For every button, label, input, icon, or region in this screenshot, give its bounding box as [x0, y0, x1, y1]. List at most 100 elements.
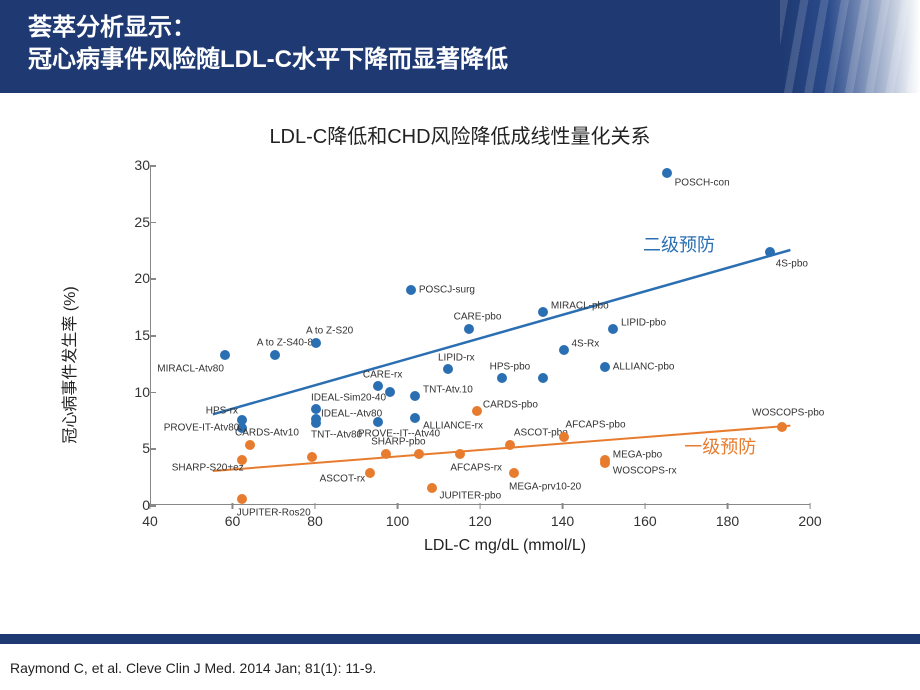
data-point — [600, 458, 610, 468]
data-point — [245, 440, 255, 450]
point-label: SHARP-pbo — [371, 437, 425, 448]
y-tick: 30 — [100, 157, 150, 173]
point-label: MIRACL-pbo — [551, 301, 609, 312]
title-line-2: 冠心病事件风险随LDL-C水平下降而显著降低 — [28, 46, 508, 73]
data-point — [237, 415, 247, 425]
y-tick: 15 — [100, 327, 150, 343]
citation-text: Raymond C, et al. Cleve Clin J Med. 2014… — [10, 660, 376, 676]
y-tick: 25 — [100, 214, 150, 230]
point-label: 4S-Rx — [572, 338, 600, 349]
point-label: SHARP-S20+ez — [172, 462, 244, 473]
data-point — [373, 381, 383, 391]
slide-header: 荟萃分析显示： 冠心病事件风险随LDL-C水平下降而显著降低 — [0, 0, 920, 93]
header-decoration — [780, 0, 920, 93]
data-point — [237, 494, 247, 504]
data-point — [777, 422, 787, 432]
point-label: MEGA-pbo — [613, 449, 662, 460]
point-label: LIPID-rx — [438, 353, 475, 364]
y-tick: 0 — [100, 497, 150, 513]
point-label: A to Z-S20 — [306, 325, 353, 336]
x-tick: 40 — [142, 513, 158, 599]
data-point — [472, 406, 482, 416]
data-point — [220, 350, 230, 360]
point-label: WOSCOPS-rx — [613, 466, 677, 477]
title-line-1: 荟萃分析显示： — [28, 14, 196, 41]
series-legend: 二级预防 — [643, 231, 715, 257]
data-point — [311, 338, 321, 348]
x-tick: 140 — [551, 513, 574, 599]
data-point — [311, 418, 321, 428]
point-label: CARE-pbo — [454, 312, 502, 323]
point-label: HPS-pbo — [490, 362, 531, 373]
data-point — [410, 413, 420, 423]
data-point — [765, 247, 775, 257]
data-point — [427, 483, 437, 493]
data-point — [464, 324, 474, 334]
point-label: CARDS-pbo — [483, 399, 538, 410]
point-label: TNT-Atv.10 — [423, 385, 473, 396]
point-label: CARDS-Atv10 — [235, 427, 299, 438]
footer-bar — [0, 634, 920, 644]
data-point — [270, 350, 280, 360]
data-point — [509, 468, 519, 478]
data-point — [365, 468, 375, 478]
x-tick: 60 — [225, 513, 241, 599]
data-point — [497, 373, 507, 383]
data-point — [662, 168, 672, 178]
data-point — [311, 404, 321, 414]
data-point — [559, 345, 569, 355]
point-label: HPS-rx — [206, 406, 238, 417]
point-label: IDEAL-Sim20-40 — [311, 392, 386, 403]
data-point — [538, 373, 548, 383]
point-label: AFCAPS-rx — [450, 463, 502, 474]
point-label: AFCAPS-pbo — [566, 420, 626, 431]
data-point — [373, 417, 383, 427]
x-tick: 180 — [716, 513, 739, 599]
slide-title: 荟萃分析显示： 冠心病事件风险随LDL-C水平下降而显著降低 — [28, 12, 892, 77]
data-point — [307, 452, 317, 462]
y-tick: 10 — [100, 384, 150, 400]
data-point — [406, 285, 416, 295]
x-axis-label: LDL-C mg/dL (mmol/L) — [150, 537, 860, 555]
data-point — [410, 391, 420, 401]
point-label: IDEAL--Atv80 — [321, 408, 382, 419]
point-label: MIRACL-Atv80 — [157, 364, 224, 375]
data-point — [538, 307, 548, 317]
chart-container: LDL-C降低和CHD风险降低成线性量化关系 冠心病事件发生率 (%) MIRA… — [30, 120, 890, 600]
data-point — [443, 364, 453, 374]
y-tick: 20 — [100, 270, 150, 286]
data-point — [600, 362, 610, 372]
x-tick: 100 — [386, 513, 409, 599]
point-label: POSCH-con — [675, 177, 730, 188]
scatter-plot: 冠心病事件发生率 (%) MIRACL-Atv80PROVE-IT-Atv80H… — [100, 155, 860, 575]
point-label: ALLIANCE-rx — [423, 420, 483, 431]
point-label: A to Z-S40-80 — [257, 338, 319, 349]
data-point — [381, 449, 391, 459]
data-point — [608, 324, 618, 334]
x-tick: 160 — [633, 513, 656, 599]
point-label: 4S-pbo — [776, 259, 808, 270]
x-tick: 120 — [468, 513, 491, 599]
trend-line — [213, 250, 791, 414]
point-label: PROVE-IT-Atv80 — [164, 422, 240, 433]
point-label: JUPITER-pbo — [440, 491, 502, 502]
data-point — [414, 449, 424, 459]
point-label: CARE-rx — [363, 370, 402, 381]
point-label: MEGA-prv10-20 — [509, 482, 581, 493]
point-label: WOSCOPS-pbo — [752, 407, 824, 418]
point-label: ASCOT-rx — [320, 474, 366, 485]
data-point — [385, 387, 395, 397]
point-label: ALLIANC-pbo — [613, 361, 675, 372]
x-tick: 200 — [798, 513, 821, 599]
point-label: LIPID-pbo — [621, 318, 666, 329]
chart-title: LDL-C降低和CHD风险降低成线性量化关系 — [30, 120, 890, 149]
plot-area: MIRACL-Atv80 PROVE-IT-Atv80 HPS-rx A to Z-S… — [150, 165, 810, 505]
x-tick: 80 — [307, 513, 323, 599]
data-point — [455, 449, 465, 459]
point-label: JUPITER-Ros20 — [237, 508, 311, 519]
y-tick: 5 — [100, 440, 150, 456]
y-axis-label: 冠心病事件发生率 (%) — [56, 286, 80, 443]
data-point — [505, 440, 515, 450]
series-legend: 一级预防 — [684, 433, 756, 459]
point-label: TNT--Atv80 — [311, 430, 362, 441]
